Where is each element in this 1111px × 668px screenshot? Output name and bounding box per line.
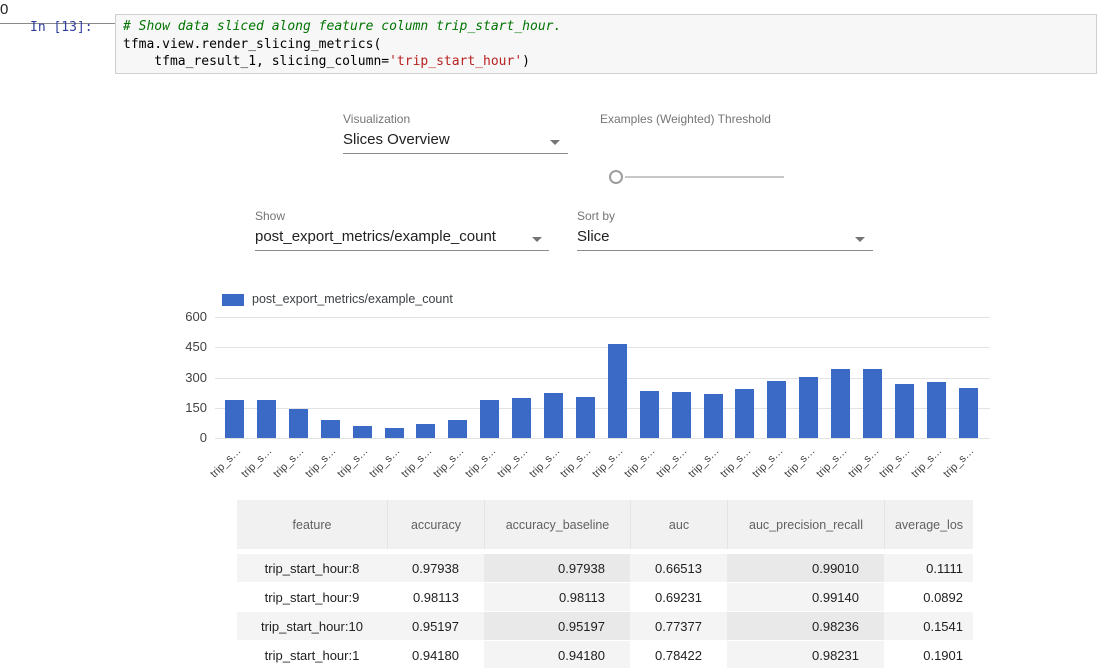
code-line3-close: ) — [522, 54, 530, 69]
legend-label: post_export_metrics/example_count — [252, 292, 453, 306]
bar[interactable] — [640, 391, 659, 438]
y-axis-tick-label: 300 — [173, 370, 207, 385]
metric-cell: 0.1111 — [884, 554, 973, 582]
metric-cell: 0.1541 — [884, 612, 973, 640]
table-header-cell: accuracy_baseline — [484, 500, 630, 549]
sort-by-label: Sort by — [577, 209, 615, 223]
visualization-label: Visualization — [343, 112, 410, 126]
metric-cell: 0.78422 — [630, 641, 727, 668]
metric-cell: 0.99140 — [727, 583, 884, 611]
bar[interactable] — [448, 420, 467, 438]
sort-by-dropdown[interactable]: Slice — [577, 227, 873, 251]
bar[interactable] — [385, 428, 404, 438]
metric-cell: 0.0892 — [884, 583, 973, 611]
gridline — [215, 347, 990, 348]
bar[interactable] — [672, 392, 691, 438]
cell-input-prompt: In [13]: — [30, 20, 93, 35]
code-cell[interactable]: # Show data sliced along feature column … — [115, 14, 1097, 74]
bar[interactable] — [608, 344, 627, 438]
bar[interactable] — [512, 398, 531, 438]
bar[interactable] — [544, 393, 563, 438]
threshold-slider-knob[interactable] — [609, 170, 623, 184]
metric-cell: 0.94180 — [484, 641, 630, 668]
metric-cell: 0.1901 — [884, 641, 973, 668]
feature-cell: trip_start_hour:1 — [237, 641, 387, 668]
bar[interactable] — [927, 382, 946, 438]
show-label: Show — [255, 209, 285, 223]
gridline — [215, 317, 990, 318]
y-axis-tick-label: 150 — [173, 400, 207, 415]
table-row: trip_start_hour:90.981130.981130.692310.… — [237, 583, 973, 611]
metric-cell: 0.77377 — [630, 612, 727, 640]
table-row: trip_start_hour:80.979380.979380.665130.… — [237, 554, 973, 582]
bar[interactable] — [767, 381, 786, 438]
table-header-cell: auc_precision_recall — [727, 500, 884, 549]
bar[interactable] — [257, 400, 276, 438]
metric-cell: 0.66513 — [630, 554, 727, 582]
show-metric-value: post_export_metrics/example_count — [255, 228, 496, 245]
metric-cell: 0.99010 — [727, 554, 884, 582]
bar[interactable] — [321, 420, 340, 438]
metrics-table: featureaccuracyaccuracy_baselineaucauc_p… — [237, 500, 973, 668]
metric-cell: 0.98113 — [387, 583, 484, 611]
metric-cell: 0.98113 — [484, 583, 630, 611]
bar[interactable] — [353, 426, 372, 438]
table-row: trip_start_hour:100.951970.951970.773770… — [237, 612, 973, 640]
chevron-down-icon — [550, 140, 560, 145]
threshold-slider-track[interactable] — [625, 176, 784, 178]
table-header-cell: accuracy — [387, 500, 484, 549]
visualization-dropdown[interactable]: Slices Overview — [343, 130, 568, 154]
bar[interactable] — [576, 397, 595, 438]
metric-cell: 0.97938 — [387, 554, 484, 582]
metric-cell: 0.98236 — [727, 612, 884, 640]
metric-cell: 0.98231 — [727, 641, 884, 668]
sort-by-value: Slice — [577, 228, 610, 245]
bar-chart-plot-area — [215, 317, 990, 439]
table-header-cell: average_los — [884, 500, 973, 549]
bar[interactable] — [863, 369, 882, 438]
metric-cell: 0.69231 — [630, 583, 727, 611]
metric-cell: 0.95197 — [484, 612, 630, 640]
bar[interactable] — [735, 389, 754, 438]
bar[interactable] — [831, 369, 850, 438]
metric-cell: 0.94180 — [387, 641, 484, 668]
metric-cell: 0.95197 — [387, 612, 484, 640]
feature-cell: trip_start_hour:9 — [237, 583, 387, 611]
bar[interactable] — [799, 377, 818, 439]
bar[interactable] — [895, 384, 914, 438]
feature-cell: trip_start_hour:8 — [237, 554, 387, 582]
bar[interactable] — [704, 394, 723, 438]
y-axis-tick-label: 0 — [173, 430, 207, 445]
feature-cell: trip_start_hour:10 — [237, 612, 387, 640]
code-line2: tfma.view.render_slicing_metrics( — [123, 37, 381, 52]
y-axis-tick-label: 450 — [173, 339, 207, 354]
code-string: 'trip_start_hour' — [389, 54, 522, 69]
chevron-down-icon — [855, 237, 865, 242]
bar[interactable] — [959, 388, 978, 438]
bar[interactable] — [416, 424, 435, 438]
gridline — [215, 438, 990, 439]
table-header-cell: auc — [630, 500, 727, 549]
code-line3: tfma_result_1, slicing_column= — [123, 54, 389, 69]
threshold-label: Examples (Weighted) Threshold — [600, 112, 771, 126]
table-row: trip_start_hour:10.941800.941800.784220.… — [237, 641, 973, 668]
visualization-value: Slices Overview — [343, 131, 450, 148]
notebook-page: In [13]: # Show data sliced along featur… — [0, 0, 1111, 668]
legend-swatch — [222, 294, 244, 306]
bar[interactable] — [289, 409, 308, 438]
show-metric-dropdown[interactable]: post_export_metrics/example_count — [255, 227, 549, 251]
table-header-row: featureaccuracyaccuracy_baselineaucauc_p… — [237, 500, 973, 549]
bar[interactable] — [480, 400, 499, 438]
chevron-down-icon — [532, 237, 542, 242]
metric-cell: 0.97938 — [484, 554, 630, 582]
code-comment: # Show data sliced along feature column … — [123, 19, 561, 34]
threshold-value: 0 — [0, 1, 8, 18]
bar[interactable] — [225, 400, 244, 438]
table-header-cell: feature — [237, 500, 387, 549]
y-axis-tick-label: 600 — [173, 309, 207, 324]
table-body: trip_start_hour:80.979380.979380.665130.… — [237, 554, 973, 668]
